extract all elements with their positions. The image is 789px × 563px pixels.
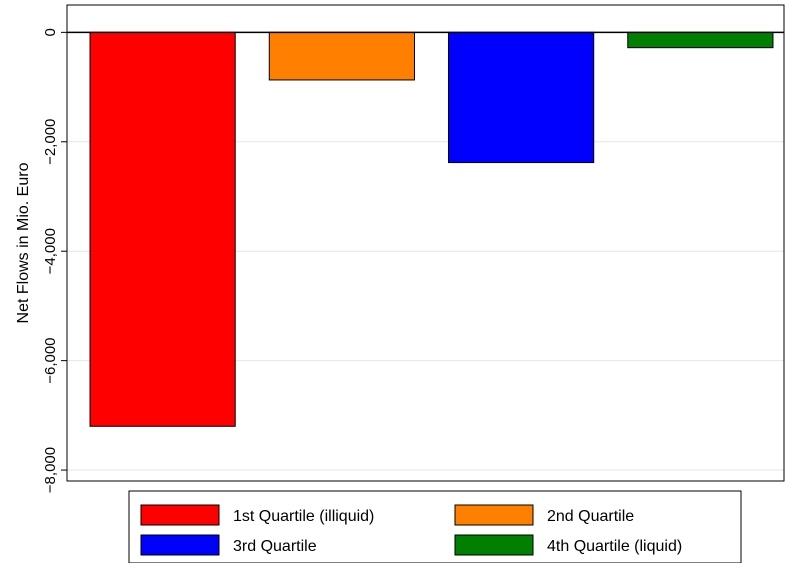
y-tick-label: −4,000 — [42, 228, 59, 274]
legend-swatch — [140, 534, 220, 556]
bar — [627, 31, 774, 49]
y-tick-label: −2,000 — [42, 119, 59, 165]
plot-frame — [66, 4, 785, 482]
y-axis-ticks: 0 −2,000 −4,000 −6,000 −8,000 — [42, 28, 67, 493]
legend-label: 2nd Quartile — [547, 508, 634, 525]
legend-label: 3rd Quartile — [233, 538, 317, 555]
legend: 1st Quartile (illiquid) 2nd Quartile 3rd Q… — [128, 490, 742, 563]
legend-swatch — [454, 504, 534, 526]
legend-label: 4th Quartile (liquid) — [547, 538, 682, 555]
bars — [89, 31, 774, 427]
legend-label: 1st Quartile (illiquid) — [233, 508, 374, 525]
legend-swatch — [140, 504, 220, 526]
y-axis-label: Net Flows in Mio. Euro — [15, 162, 32, 323]
bar — [89, 31, 236, 427]
y-tick-label: −6,000 — [42, 337, 59, 383]
bar — [268, 31, 415, 81]
legend-swatch — [454, 534, 534, 556]
bar — [448, 31, 595, 164]
y-tick-label: −8,000 — [42, 447, 59, 493]
y-tick-label: 0 — [42, 28, 59, 36]
legend-frame — [128, 490, 742, 563]
